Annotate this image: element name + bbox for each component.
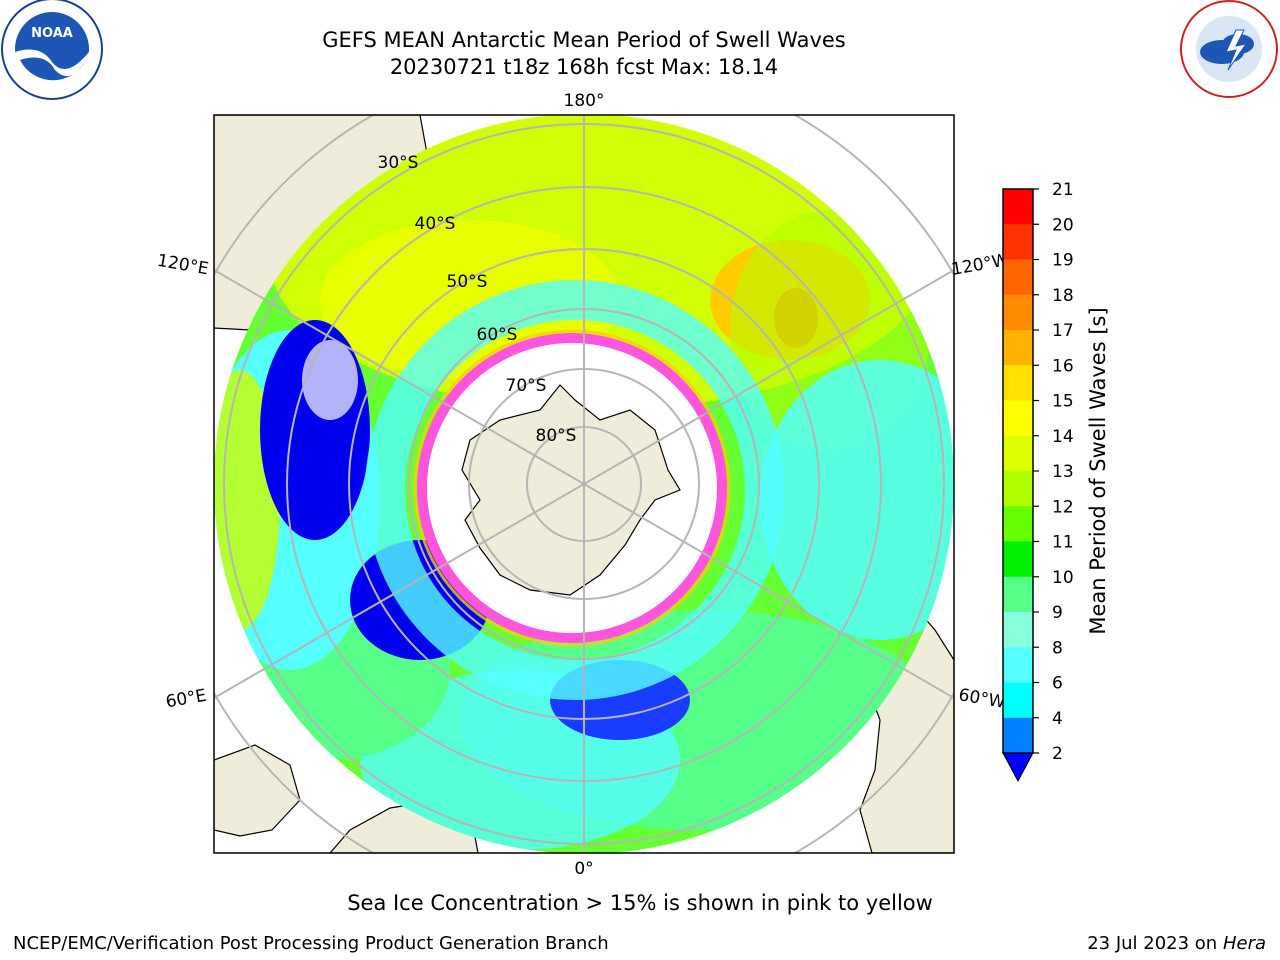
nws-logo-icon (1180, 0, 1278, 98)
africa-land (214, 744, 301, 837)
colorbar-segment (1003, 400, 1033, 437)
lon-label-60e: 60°E (164, 686, 208, 713)
colorbar-segment (1003, 647, 1033, 683)
colorbar-tick-label: 16 (1052, 356, 1074, 376)
colorbar-tick-label: 20 (1052, 215, 1074, 235)
footer-credit: NCEP/EMC/Verification Post Processing Pr… (13, 933, 609, 954)
noaa-logo-icon: NOAA (1, 0, 103, 100)
colorbar-tick-label: 8 (1052, 638, 1063, 658)
footer-date-text: 23 Jul 2023 on (1087, 933, 1218, 954)
colorbar-extend-arrow (1002, 752, 1034, 783)
colorbar-segment (1003, 682, 1033, 719)
antarctica-land (461, 384, 681, 596)
lon-label-120e: 120°E (156, 251, 210, 280)
colorbar-tick-label: 12 (1052, 497, 1074, 517)
colorbar-segment (1003, 717, 1033, 754)
colorbar-tick-label: 14 (1052, 427, 1074, 447)
colorbar-tick-label: 11 (1052, 533, 1074, 553)
colorbar-tick-label: 10 (1052, 568, 1074, 588)
colorbar-segment (1003, 435, 1033, 472)
colorbar-segment (1003, 576, 1033, 613)
sea-ice-note: Sea Ice Concentration > 15% is shown in … (347, 891, 933, 915)
colorbar-tick-label: 2 (1052, 744, 1063, 764)
colorbar: 21 20 19 18 17 16 15 14 13 12 11 10 9 8 6 4 2 Mean Perio… (1002, 180, 1110, 783)
lat-label-60s: 60°S (477, 325, 518, 345)
colorbar-label: Mean Period of Swell Waves [s] (1086, 307, 1110, 634)
colorbar-segment (1003, 471, 1033, 507)
lat-label-30s: 30°S (378, 153, 419, 173)
colorbar-segment (1003, 259, 1033, 296)
colorbar-tick-label: 21 (1052, 180, 1074, 200)
lat-label-70s: 70°S (506, 376, 547, 396)
noaa-logo-text: NOAA (31, 26, 73, 41)
chart-title: GEFS MEAN Antarctic Mean Period of Swell… (322, 28, 846, 52)
colorbar-segment (1003, 330, 1033, 366)
colorbar-segment (1003, 294, 1033, 331)
footer-date: 23 Jul 2023 on Hera (1087, 933, 1266, 954)
colorbar-tick-label: 4 (1052, 709, 1063, 729)
colorbar-segment (1003, 189, 1033, 225)
colorbar-segment (1003, 365, 1033, 401)
lon-label-120w: 120°W (950, 250, 1011, 280)
map-frame (213, 114, 955, 854)
colorbar-tick-label: 18 (1052, 286, 1074, 306)
map-area (214, 115, 954, 853)
colorbar-tick-label: 6 (1052, 674, 1063, 694)
colorbar-segment (1003, 612, 1033, 648)
colorbar-tick-label: 13 (1052, 462, 1074, 482)
lat-label-50s: 50°S (447, 272, 488, 292)
colorbar-segment (1003, 224, 1033, 260)
lon-label-180: 180° (564, 91, 605, 111)
lon-label-0: 0° (574, 859, 593, 879)
colorbar-tick-label: 9 (1052, 603, 1063, 623)
chart-subtitle: 20230721 t18z 168h fcst Max: 18.14 (389, 55, 779, 79)
colorbar-tick-label: 19 (1052, 251, 1074, 271)
lat-label-40s: 40°S (415, 214, 456, 234)
lon-label-60w: 60°W (957, 685, 1007, 713)
lat-label-80s: 80°S (536, 426, 577, 446)
colorbar-segment (1003, 506, 1033, 542)
colorbar-tick-label: 15 (1052, 392, 1074, 412)
colorbar-segment (1003, 541, 1033, 578)
footer-machine: Hera (1222, 933, 1266, 954)
graticule-meridians (214, 115, 954, 853)
colorbar-tick-label: 17 (1052, 321, 1074, 341)
